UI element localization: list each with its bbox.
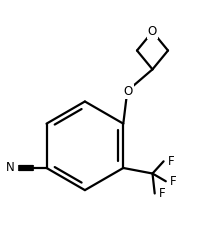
- Text: N: N: [6, 161, 14, 175]
- Text: F: F: [170, 175, 176, 188]
- Text: F: F: [167, 155, 174, 168]
- Text: F: F: [159, 187, 165, 200]
- Text: O: O: [148, 25, 157, 38]
- Text: O: O: [124, 85, 133, 98]
